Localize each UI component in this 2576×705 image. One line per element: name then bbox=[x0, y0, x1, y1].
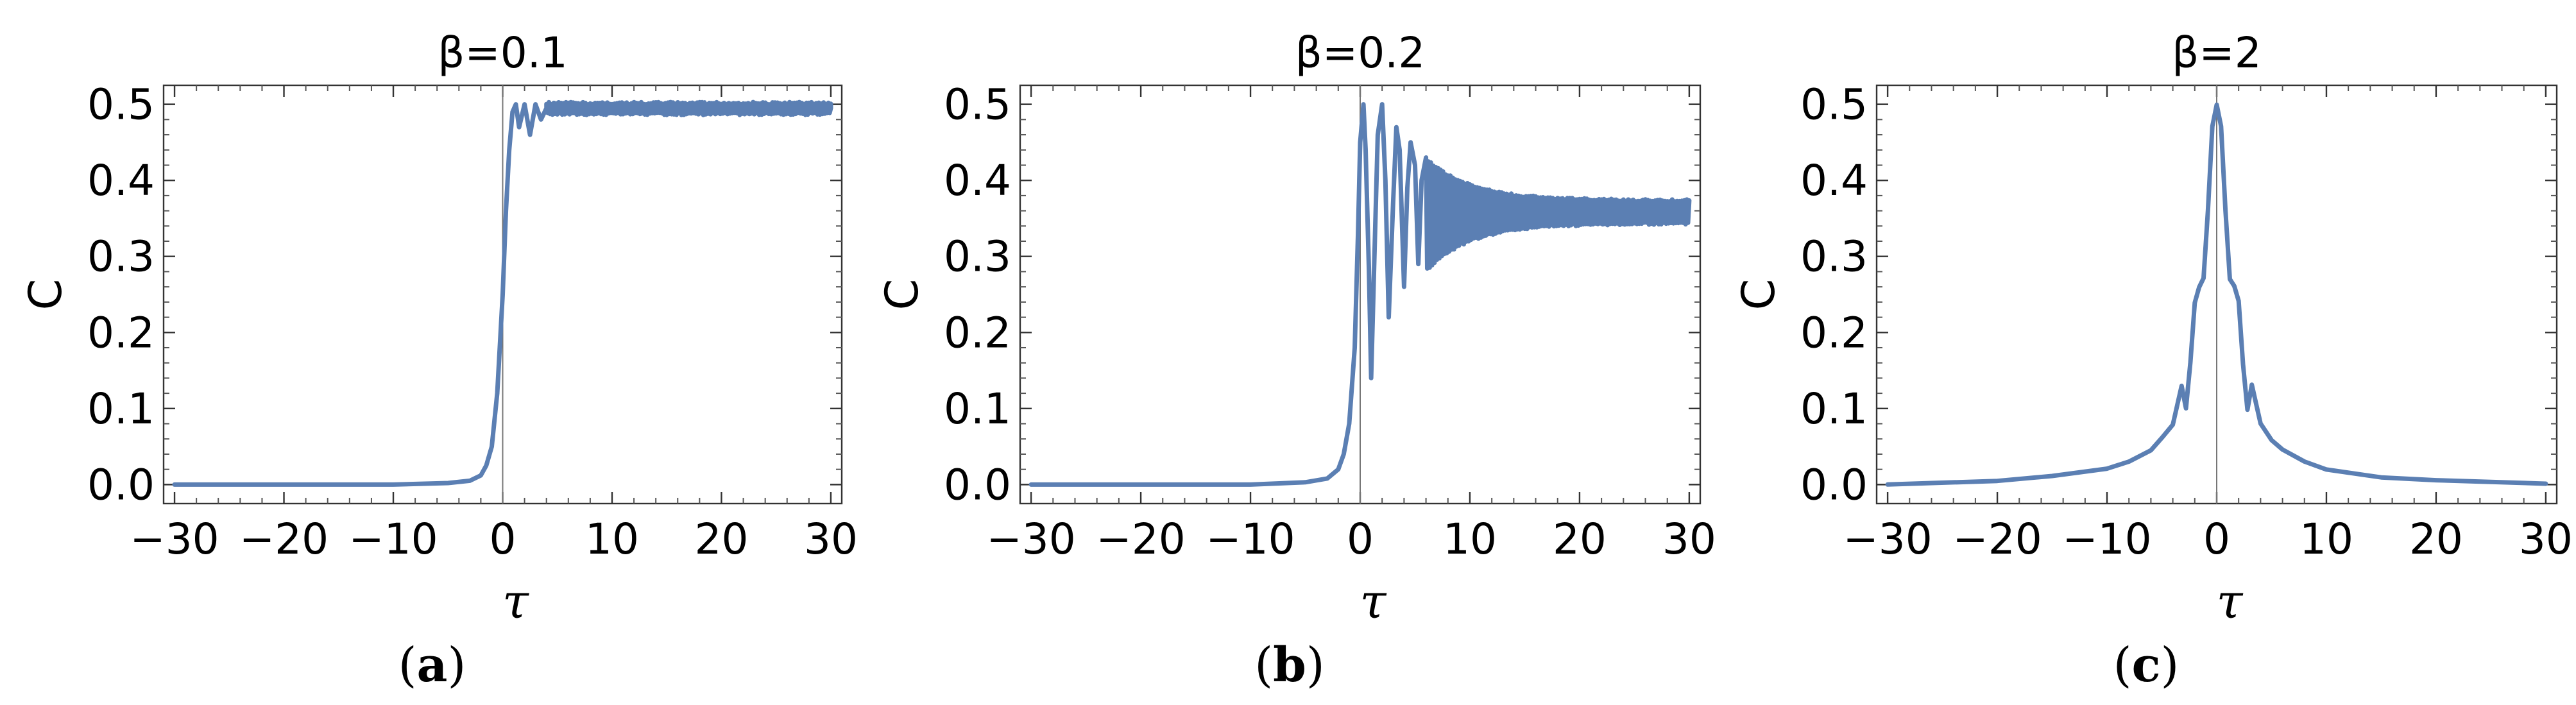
x-tick-label: 0 bbox=[2203, 514, 2230, 564]
panel-b: −30 −20 −10 0 10 20 30 0.0 0.1 0.2 0.3 0.4 0.5 β=0.2 τ… bbox=[876, 28, 1716, 693]
x-tick-label: 0 bbox=[490, 514, 516, 564]
y-tick-label: 0.5 bbox=[1800, 80, 1868, 130]
x-tick-label: 30 bbox=[1662, 514, 1716, 564]
y-tick-label: 0.1 bbox=[1800, 384, 1868, 434]
x-tick-label: 30 bbox=[804, 514, 858, 564]
x-tick-label: 20 bbox=[2409, 514, 2463, 564]
x-tick-label: −20 bbox=[239, 514, 328, 564]
y-tick-label: 0.0 bbox=[87, 460, 155, 509]
x-axis-label: τ bbox=[2217, 574, 2244, 629]
x-tick-label: −10 bbox=[1206, 514, 1295, 564]
panel-title: β=0.2 bbox=[1295, 28, 1425, 78]
x-tick-label: −10 bbox=[2062, 514, 2151, 564]
y-tick-label: 0.5 bbox=[944, 80, 1011, 130]
panel-title: β=2 bbox=[2172, 28, 2261, 78]
series-line bbox=[172, 99, 833, 487]
y-tick-label: 0.3 bbox=[944, 232, 1011, 282]
x-tick-label: 10 bbox=[1443, 514, 1497, 564]
x-tick-label: 30 bbox=[2519, 514, 2573, 564]
y-axis-label: C bbox=[19, 279, 72, 310]
series-line bbox=[1028, 102, 1692, 487]
x-tick-label: 0 bbox=[1347, 514, 1374, 564]
x-tick-label: 10 bbox=[585, 514, 639, 564]
y-tick-label: 0.0 bbox=[944, 460, 1011, 509]
y-axis-label: C bbox=[876, 279, 928, 310]
x-tick-label: 20 bbox=[694, 514, 748, 564]
panel-c: −30 −20 −10 0 10 20 30 0.0 0.1 0.2 0.3 0.4 0.5 β=2 τ C (… bbox=[1732, 28, 2573, 693]
series-line bbox=[1885, 102, 2548, 487]
y-tick-label: 0.1 bbox=[87, 384, 155, 434]
y-tick-label: 0.4 bbox=[1800, 156, 1868, 205]
y-tick-label: 0.1 bbox=[944, 384, 1011, 434]
panel-caption: (a) bbox=[398, 638, 466, 693]
y-tick-label: 0.2 bbox=[1800, 308, 1868, 357]
y-tick-label: 0.4 bbox=[944, 156, 1011, 205]
x-tick-label: 10 bbox=[2299, 514, 2353, 564]
panel-caption-letter: c bbox=[2131, 638, 2160, 693]
x-tick-label: −20 bbox=[1952, 514, 2042, 564]
panel-caption-letter: a bbox=[417, 638, 448, 693]
x-tick-label: −30 bbox=[1843, 514, 1932, 564]
x-tick-label: −30 bbox=[130, 514, 219, 564]
y-tick-label: 0.2 bbox=[944, 308, 1011, 357]
panel-title: β=0.1 bbox=[438, 28, 567, 78]
y-tick-label: 0.2 bbox=[87, 308, 155, 357]
panel-caption: (b) bbox=[1254, 638, 1325, 693]
panel-caption-letter: b bbox=[1273, 638, 1306, 693]
x-axis-label: τ bbox=[502, 574, 529, 629]
x-axis-label: τ bbox=[1360, 574, 1387, 629]
y-tick-label: 0.0 bbox=[1800, 460, 1868, 509]
y-tick-label: 0.3 bbox=[87, 232, 155, 282]
y-tick-label: 0.4 bbox=[87, 156, 155, 205]
y-tick-label: 0.5 bbox=[87, 80, 155, 130]
panel-caption: (c) bbox=[2113, 638, 2179, 693]
panel-a: −30 −20 −10 0 10 20 30 0.0 0.1 0.2 0.3 0.4 0.5 β=0.1 τ… bbox=[19, 28, 858, 693]
x-tick-label: −30 bbox=[986, 514, 1075, 564]
x-tick-label: −20 bbox=[1096, 514, 1185, 564]
x-tick-label: 20 bbox=[1553, 514, 1607, 564]
x-tick-label: −10 bbox=[348, 514, 438, 564]
y-axis-label: C bbox=[1732, 279, 1785, 310]
y-tick-label: 0.3 bbox=[1800, 232, 1868, 282]
